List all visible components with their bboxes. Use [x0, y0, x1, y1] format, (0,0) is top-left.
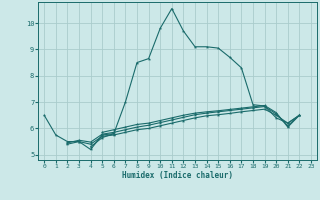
X-axis label: Humidex (Indice chaleur): Humidex (Indice chaleur) [122, 171, 233, 180]
